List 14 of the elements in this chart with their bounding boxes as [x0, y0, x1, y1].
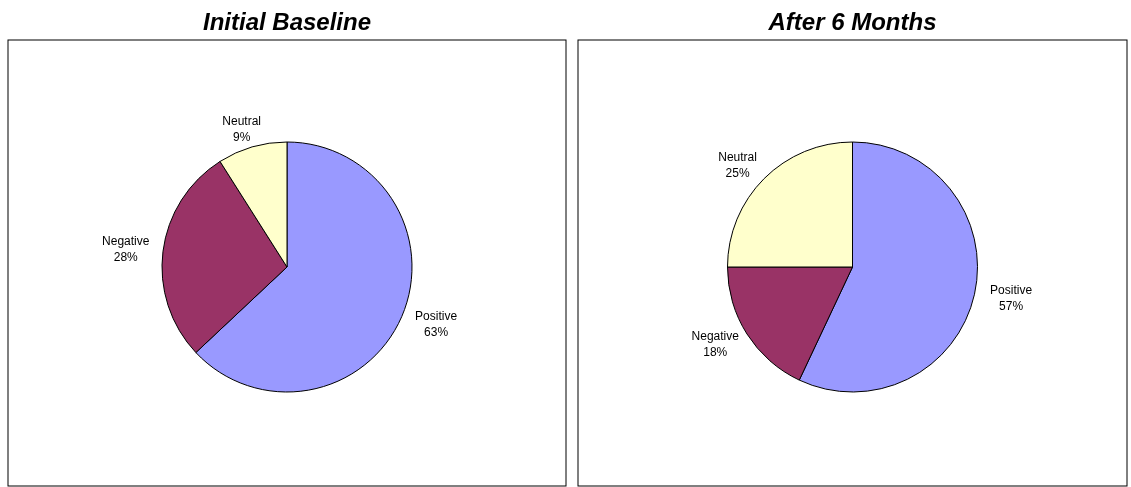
slice-label: Negative [691, 329, 740, 344]
data-label: 25% [725, 166, 750, 181]
data-label: 18% [703, 345, 728, 360]
slice-label: Neutral [222, 113, 262, 128]
slice-label: Negative [102, 233, 150, 248]
chart-title: After 6 Months [767, 8, 937, 35]
chart-title: Initial Baseline [202, 8, 372, 35]
slice-label: Positive [990, 283, 1033, 298]
slice-label: Positive [415, 309, 458, 324]
data-label: 28% [113, 249, 139, 264]
data-label: 63% [424, 325, 449, 340]
slice-label: Neutral [718, 150, 757, 165]
data-label: 9% [232, 129, 251, 144]
data-label: 57% [999, 299, 1024, 314]
